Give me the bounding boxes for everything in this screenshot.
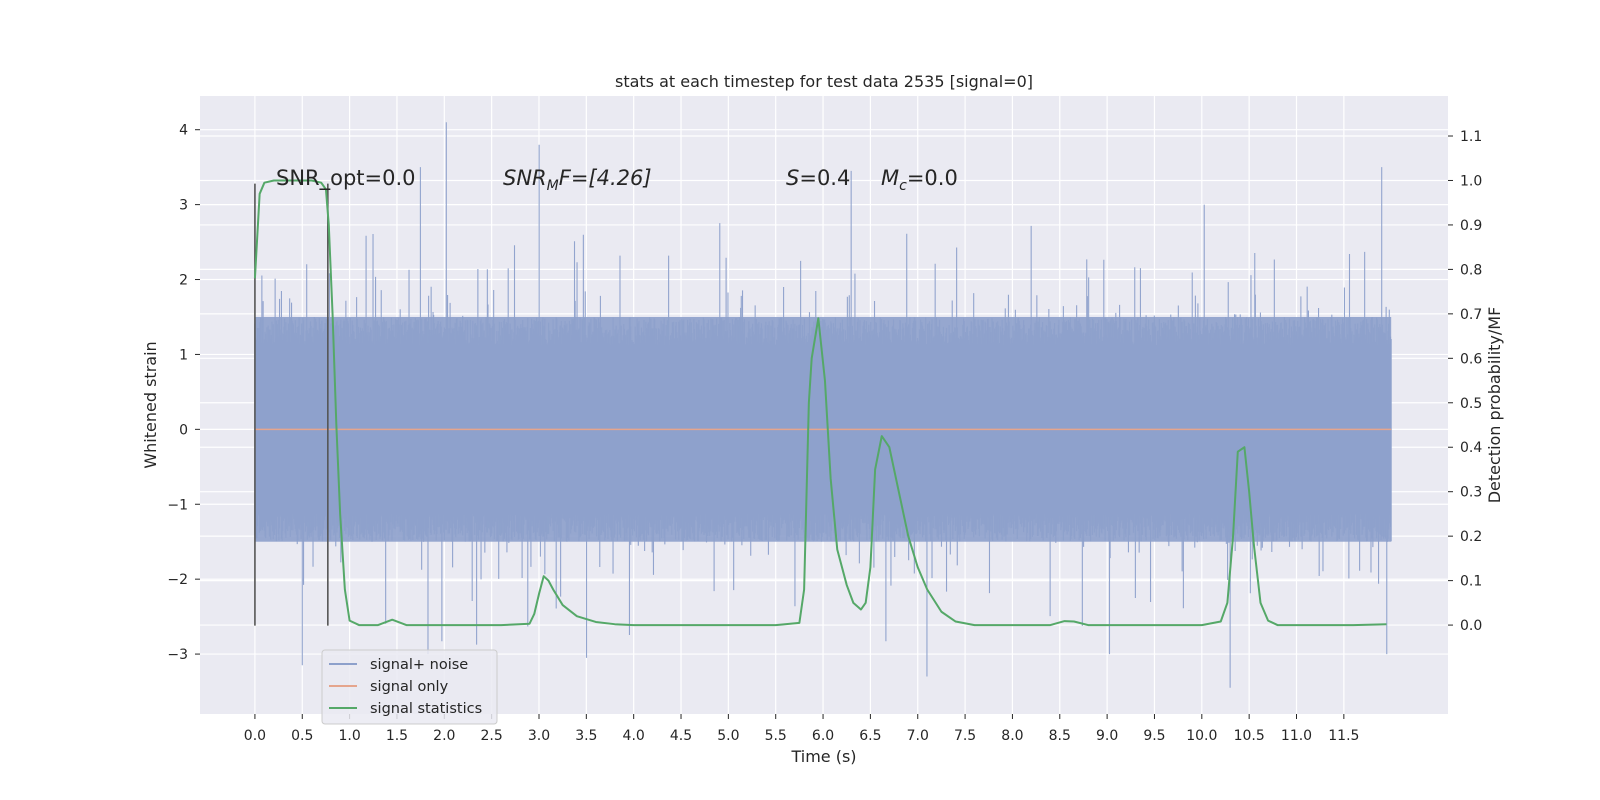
x-tick-label: 3.5 <box>575 728 597 744</box>
annotation-snr-mf-sub: M <box>547 178 559 194</box>
y-tick-label: −3 <box>167 647 188 663</box>
x-tick-label: 5.0 <box>717 728 739 744</box>
y-right-tick-label: 0.0 <box>1460 618 1482 634</box>
annotation-mc: Mc=0.0 <box>881 166 958 194</box>
legend-label-signal-statistics: signal statistics <box>370 701 482 717</box>
signal-statistics-line <box>253 179 1387 627</box>
x-tick-label: 10.0 <box>1186 728 1217 744</box>
annotation-mc-sym: M <box>881 166 899 190</box>
y-right-tick-label: 0.2 <box>1460 529 1482 545</box>
y-axis-right-label: Detection probability/MF <box>1485 307 1504 504</box>
x-tick-label: 4.0 <box>623 728 645 744</box>
x-tick-label: 7.0 <box>907 728 929 744</box>
y-right-tick-label: 0.7 <box>1460 307 1482 323</box>
y-right-tick-label: 1.0 <box>1460 173 1482 189</box>
annotation-s: S=0.4 <box>786 166 850 190</box>
x-tick-label: 10.5 <box>1234 728 1265 744</box>
legend-label-signal-noise: signal+ noise <box>370 657 468 673</box>
x-tick-label: 4.5 <box>670 728 692 744</box>
y-tick-label: 2 <box>179 273 188 289</box>
annotation-mc-val: =0.0 <box>907 166 958 190</box>
x-tick-label: 11.0 <box>1281 728 1312 744</box>
y-tick-label: −2 <box>167 572 188 588</box>
x-tick-label: 5.5 <box>765 728 787 744</box>
x-tick-label: 8.5 <box>1049 728 1071 744</box>
series-signal-statistics <box>253 179 1387 627</box>
x-tick-label: 6.0 <box>812 728 834 744</box>
x-tick-label: 7.5 <box>954 728 976 744</box>
annotation-s-sym: S <box>786 166 799 190</box>
y-tick-label: 4 <box>179 123 188 139</box>
x-tick-label: 6.5 <box>859 728 881 744</box>
annotation-snr-mf-main: SNR <box>503 166 547 190</box>
legend-label-signal-only: signal only <box>370 679 449 695</box>
x-tick-label: 1.5 <box>386 728 408 744</box>
x-tick-label: 0.0 <box>244 728 266 744</box>
annotation-snr-mf-f: F=[4.26] <box>559 166 652 190</box>
x-tick-label: 11.5 <box>1328 728 1359 744</box>
x-axis-label: Time (s) <box>790 747 856 766</box>
y-tick-label: 0 <box>179 422 188 438</box>
x-tick-label: 2.5 <box>481 728 503 744</box>
y-right-tick-label: 0.8 <box>1460 262 1482 278</box>
x-tick-label: 0.5 <box>291 728 313 744</box>
x-tick-label: 9.0 <box>1096 728 1118 744</box>
x-tick-label: 1.0 <box>338 728 360 744</box>
y-right-tick-label: 0.5 <box>1460 396 1482 412</box>
y-axis-right: 0.0 0.1 0.2 0.3 0.4 0.5 0.6 0.7 0.8 0.9 1.0 1.1 <box>1448 129 1482 634</box>
y-right-tick-label: 0.9 <box>1460 218 1482 234</box>
annotation-s-val: =0.4 <box>799 166 850 190</box>
x-axis: 0.0 0.5 1.0 1.5 2.0 2.5 3.0 3.5 4.0 4.5 5.0 5.5 6.0 6… <box>244 714 1359 744</box>
y-tick-label: 1 <box>179 347 188 363</box>
legend-box <box>321 649 498 725</box>
x-tick-label: 3.0 <box>528 728 550 744</box>
y-axis-left: −3 −2 −1 0 1 2 3 4 <box>167 123 200 663</box>
y-axis-label: Whitened strain <box>141 341 160 468</box>
legend: signal+ noise signal only signal statist… <box>321 649 498 725</box>
y-right-tick-label: 1.1 <box>1460 129 1482 145</box>
marker-lines <box>254 183 329 626</box>
y-right-tick-label: 0.3 <box>1460 485 1482 501</box>
y-right-tick-label: 0.6 <box>1460 351 1482 367</box>
y-tick-label: −1 <box>167 497 188 513</box>
x-tick-label: 8.0 <box>1001 728 1023 744</box>
x-tick-label: 2.0 <box>433 728 455 744</box>
annotation-mc-sub: c <box>899 178 907 194</box>
y-right-tick-label: 0.4 <box>1460 440 1482 456</box>
annotation-snr-opt: SNR_opt=0.0 <box>276 166 416 191</box>
chart-title: stats at each timestep for test data 253… <box>615 72 1033 91</box>
y-right-tick-label: 0.1 <box>1460 574 1482 590</box>
annotation-snr-mf: SNRMF=[4.26] <box>503 166 652 194</box>
x-tick-label: 9.5 <box>1143 728 1165 744</box>
y-tick-label: 3 <box>179 198 188 214</box>
